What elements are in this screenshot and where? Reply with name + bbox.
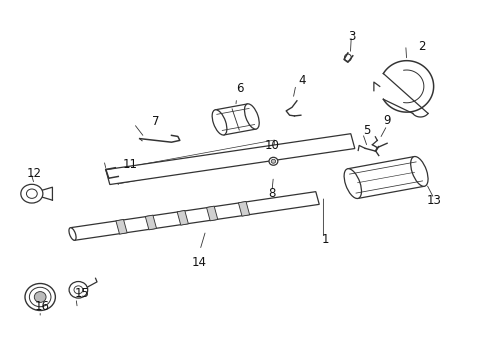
Ellipse shape [344,54,351,61]
Text: 5: 5 [363,124,370,137]
Text: 10: 10 [265,139,280,152]
Text: 9: 9 [383,114,391,127]
Text: 11: 11 [123,158,138,171]
Ellipse shape [245,104,259,129]
Text: 15: 15 [75,287,90,300]
Polygon shape [71,192,319,240]
Ellipse shape [69,228,76,240]
Polygon shape [215,104,256,135]
Text: 3: 3 [348,30,356,42]
Ellipse shape [269,157,278,165]
Ellipse shape [34,292,46,302]
Ellipse shape [344,169,362,198]
Text: 13: 13 [427,194,441,207]
Ellipse shape [26,189,37,198]
Ellipse shape [25,284,55,310]
Ellipse shape [212,110,227,135]
Polygon shape [177,211,188,225]
Text: 4: 4 [298,75,306,87]
Text: 14: 14 [192,256,206,269]
Polygon shape [207,206,218,221]
Text: 7: 7 [152,115,160,128]
Polygon shape [239,202,249,216]
Text: 16: 16 [35,300,49,313]
Ellipse shape [271,159,275,163]
Polygon shape [146,215,156,230]
Polygon shape [116,220,127,234]
Text: 1: 1 [322,233,330,246]
Polygon shape [106,134,355,185]
Text: 2: 2 [417,40,425,53]
Polygon shape [348,157,424,198]
Ellipse shape [69,282,88,298]
Ellipse shape [21,184,43,203]
Ellipse shape [74,286,83,294]
Text: 6: 6 [236,82,244,95]
Ellipse shape [411,157,428,186]
Text: 8: 8 [268,187,275,200]
Text: 12: 12 [27,167,42,180]
Ellipse shape [29,287,51,307]
